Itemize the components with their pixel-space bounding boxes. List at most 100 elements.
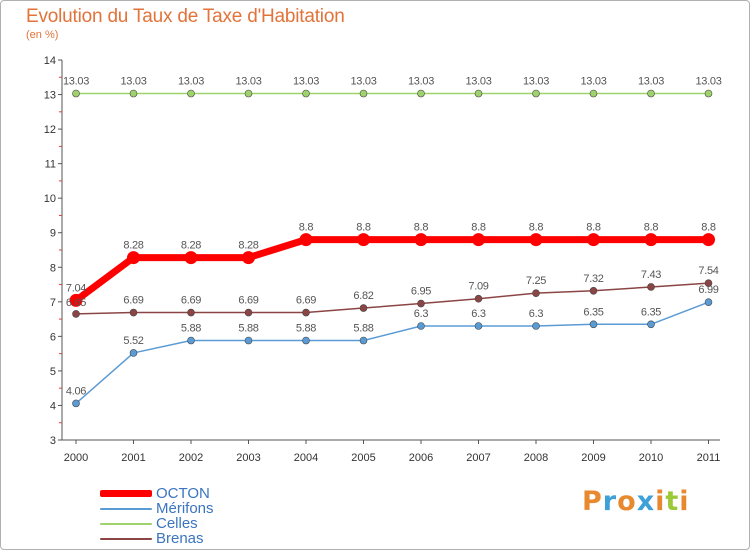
data-point	[704, 279, 713, 287]
data-point	[704, 89, 713, 98]
data-label: 5.88	[181, 323, 201, 335]
data-point	[187, 89, 195, 98]
data-point	[244, 89, 253, 98]
data-point	[129, 89, 138, 98]
legend-item: Mérifons	[100, 501, 214, 516]
legend-label: Celles	[156, 515, 198, 532]
logo-letter: o	[617, 486, 637, 517]
data-label: 13.03	[235, 76, 261, 88]
y-tick-label: 9	[50, 228, 56, 240]
data-label: 13.03	[120, 76, 146, 88]
data-label: 13.03	[408, 76, 434, 88]
data-point	[474, 89, 483, 98]
data-point	[72, 89, 80, 98]
data-label: 13.03	[63, 76, 89, 88]
data-label: 8.8	[586, 222, 601, 234]
legend-item: Brenas	[100, 531, 214, 546]
data-point	[647, 320, 655, 329]
data-label: 6.35	[583, 306, 603, 318]
y-tick-label: 11	[45, 159, 56, 171]
data-label: 7.32	[583, 273, 603, 285]
legend-item: OCTON	[100, 486, 214, 501]
data-label: 8.8	[529, 222, 544, 234]
data-point	[187, 336, 195, 345]
logo-letter: x	[636, 486, 656, 517]
x-tick-label: 2008	[524, 452, 548, 464]
data-point	[472, 233, 485, 247]
legend-label: Mérifons	[156, 500, 214, 517]
data-label: 8.8	[471, 222, 486, 234]
data-point	[129, 308, 138, 317]
x-tick-label: 2001	[121, 452, 145, 464]
chart-subtitle: (en %)	[26, 29, 59, 41]
legend-label: Brenas	[156, 530, 204, 547]
data-label: 7.43	[641, 269, 661, 281]
data-point	[187, 308, 195, 317]
legend-swatch	[100, 507, 152, 510]
data-point	[647, 89, 655, 98]
logo-letter: i	[679, 486, 690, 517]
x-tick-label: 2005	[351, 452, 375, 464]
data-point	[589, 286, 598, 295]
data-point	[72, 310, 80, 318]
data-label: 8.8	[701, 222, 716, 234]
data-point	[587, 233, 600, 247]
data-label: 13.03	[350, 76, 376, 88]
data-label: 8.28	[238, 240, 258, 252]
y-tick-label: 5	[50, 366, 56, 378]
data-point	[69, 293, 83, 307]
data-label: 13.03	[695, 76, 721, 88]
data-point	[414, 233, 428, 247]
data-point	[704, 298, 713, 306]
data-label: 6.69	[181, 295, 201, 307]
data-point	[474, 322, 483, 330]
data-label: 6.3	[471, 308, 486, 320]
y-tick-label: 3	[50, 435, 56, 447]
y-tick-label: 4	[50, 400, 56, 412]
data-label: 7.09	[468, 281, 488, 293]
data-label: 6.82	[353, 290, 373, 302]
data-point	[127, 251, 140, 265]
data-point	[532, 322, 540, 330]
data-label: 7.25	[526, 275, 546, 287]
data-point	[302, 308, 310, 317]
y-tick-label: 13	[44, 90, 56, 102]
proxiti-logo: Proxiti	[582, 486, 690, 517]
data-point	[242, 251, 255, 265]
data-point	[302, 89, 310, 98]
data-point	[359, 89, 368, 98]
data-point	[529, 233, 543, 247]
data-label: 6.69	[296, 295, 316, 307]
data-label: 6.95	[411, 286, 431, 298]
y-tick-label: 7	[50, 297, 56, 309]
x-tick-label: 2011	[697, 452, 721, 464]
data-point	[532, 89, 540, 98]
data-point	[417, 89, 425, 98]
data-point	[589, 320, 598, 329]
data-point	[359, 304, 368, 312]
data-point	[474, 294, 483, 303]
data-label: 8.8	[644, 222, 659, 234]
data-label: 13.03	[293, 76, 319, 88]
data-point	[299, 233, 313, 247]
data-label: 7.54	[698, 265, 718, 277]
data-label: 8.8	[414, 222, 429, 234]
x-tick-label: 2003	[236, 452, 260, 464]
data-point	[417, 299, 425, 308]
data-point	[244, 308, 253, 317]
series-line-brenas	[75, 282, 710, 315]
line-chart: 3 4 5 6 7 8 9 10 11 12 13 14 2000 2001 2002 2003 2004 200…	[44, 55, 722, 464]
x-tick-label: 2009	[581, 452, 605, 464]
data-point	[357, 233, 370, 247]
data-label: 13.03	[178, 76, 204, 88]
x-tick-label: 2006	[409, 452, 433, 464]
data-label: 5.52	[123, 335, 143, 347]
data-label: 13.03	[465, 76, 491, 88]
x-tick-label: 2004	[294, 452, 318, 464]
y-tick-label: 12	[44, 124, 56, 136]
data-point	[302, 336, 310, 345]
data-label: 13.03	[580, 76, 606, 88]
data-point	[589, 89, 598, 98]
data-point	[647, 283, 655, 291]
data-label: 13.03	[638, 76, 664, 88]
